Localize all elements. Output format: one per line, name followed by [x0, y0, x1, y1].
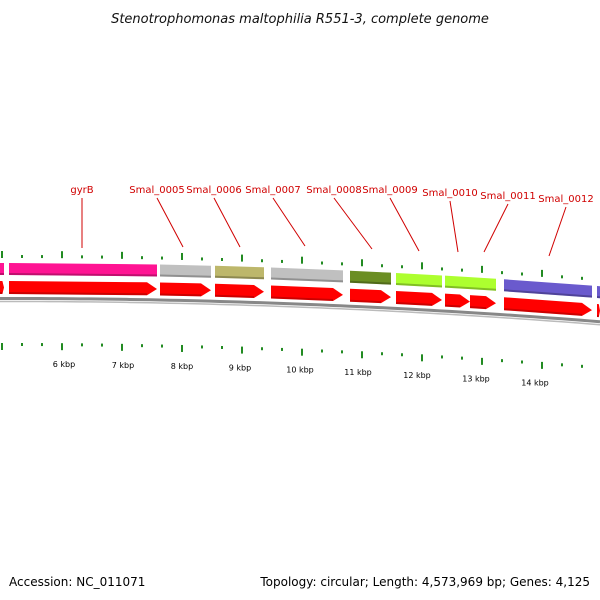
- feature-track: [0, 263, 600, 299]
- scale-label: 12 kbp: [403, 371, 431, 380]
- scale-label: 13 kbp: [462, 374, 490, 383]
- topology-summary: Topology: circular; Length: 4,573,969 bp…: [259, 575, 590, 589]
- scale-label: 10 kbp: [286, 366, 314, 375]
- scale-label: 8 kbp: [171, 362, 193, 371]
- feature-bar: [597, 285, 600, 299]
- cds-arrow: [9, 281, 157, 296]
- scale-label: 14 kbp: [521, 378, 549, 387]
- gene-label: Smal_0009: [362, 185, 417, 196]
- scale-label: 11 kbp: [344, 368, 372, 377]
- genome-backbone: [0, 296, 600, 326]
- feature-bar: [271, 267, 343, 283]
- gene-label: Smal_0006: [186, 185, 241, 196]
- callout-line: [272, 197, 306, 247]
- inner-tick-marks: [1, 343, 583, 369]
- feature-bar: [396, 272, 442, 288]
- feature-bar: [470, 277, 496, 291]
- gene-callouts: gyrB Smal_0005 Smal_0006 Smal_0007 Smal_0008…: [70, 185, 594, 257]
- cds-arrow: [396, 290, 442, 306]
- outer-tick-marks: [1, 251, 583, 280]
- scale-label: 7 kbp: [112, 361, 134, 370]
- gene-label: gyrB: [70, 185, 93, 196]
- callout-line: [156, 197, 184, 248]
- cds-arrow: [0, 281, 4, 295]
- feature-bar: [160, 264, 211, 278]
- feature-bar: [350, 270, 391, 285]
- cds-arrow: [597, 303, 600, 318]
- gene-label: Smal_0011: [480, 191, 535, 202]
- gene-label: Smal_0007: [245, 185, 300, 196]
- cds-arrow: [271, 285, 343, 301]
- gene-label: Smal_0010: [422, 188, 477, 199]
- feature-bar: [9, 263, 157, 277]
- backbone-line-inner: [0, 300, 600, 326]
- accession-label: Accession: NC_011071: [9, 575, 145, 589]
- map-title: Stenotrophomonas maltophilia R551-3, com…: [111, 12, 489, 27]
- backbone-line-outer: [0, 296, 600, 324]
- cds-arrow: [160, 282, 211, 297]
- feature-bar: [0, 263, 4, 276]
- callout-line: [449, 200, 459, 253]
- gene-label: Smal_0008: [306, 185, 361, 196]
- callout-line: [483, 203, 509, 253]
- feature-bar: [504, 279, 592, 298]
- gene-label: Smal_0012: [538, 194, 593, 205]
- feature-bar: [215, 265, 264, 280]
- cds-arrow: [504, 297, 592, 316]
- feature-bar: [445, 275, 470, 290]
- gene-label: Smal_0005: [129, 185, 184, 196]
- callout-line: [548, 206, 567, 257]
- scale-labels: 6 kbp 7 kbp 8 kbp 9 kbp 10 kbp 11 kbp 12 kbp 13…: [53, 360, 549, 387]
- cds-track: [0, 281, 600, 318]
- scale-label: 9 kbp: [229, 364, 251, 373]
- cds-arrow: [215, 283, 264, 298]
- cds-arrow: [350, 288, 391, 304]
- cds-arrow: [445, 293, 470, 308]
- scale-label: 6 kbp: [53, 360, 75, 369]
- callout-line: [389, 197, 420, 252]
- cds-arrow: [470, 295, 496, 310]
- callout-line: [333, 197, 373, 250]
- callout-line: [213, 197, 241, 248]
